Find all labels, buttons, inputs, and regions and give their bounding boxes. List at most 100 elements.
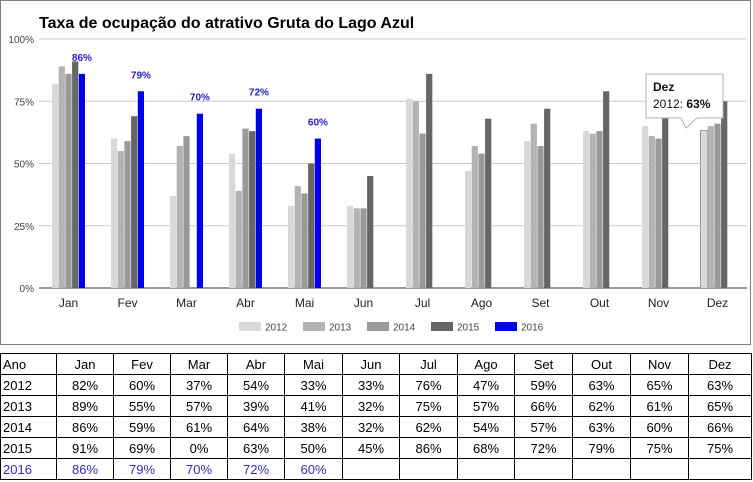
legend-swatch[interactable] <box>495 322 517 331</box>
legend-swatch[interactable] <box>431 322 453 331</box>
table-cell: 86% <box>56 458 114 480</box>
bar-2012-Nov[interactable] <box>642 126 649 289</box>
data-label: 70% <box>190 93 210 104</box>
bar-2013-Dez[interactable] <box>707 126 714 289</box>
bar-2012-Set[interactable] <box>524 141 531 288</box>
y-tick-label: 75% <box>14 97 34 108</box>
bar-2014-Jun[interactable] <box>360 208 367 288</box>
table-year-cell: 2014 <box>0 416 57 438</box>
bar-2012-Jan[interactable] <box>52 83 59 288</box>
legend-label[interactable]: 2015 <box>457 323 480 334</box>
bar-2012-Jul[interactable] <box>406 98 413 288</box>
bar-2014-Mai[interactable] <box>301 193 308 288</box>
table-cell: Set <box>514 353 573 375</box>
x-tick-label: Mar <box>176 296 197 310</box>
bar-2012-Out[interactable] <box>583 131 590 288</box>
bar-2013-Ago[interactable] <box>471 146 478 288</box>
legend[interactable]: 2012 2013 2014 2015 2016 <box>239 322 544 334</box>
table-cell: 82% <box>56 374 114 396</box>
table-cell: 86% <box>399 437 458 459</box>
table-cell: 54% <box>457 416 515 438</box>
legend-label[interactable]: 2013 <box>329 323 352 334</box>
bar-2012-Jun[interactable] <box>347 205 354 288</box>
table-cell: 38% <box>284 416 343 438</box>
bar-2016-Mai[interactable] <box>314 138 321 288</box>
bar-2012-Dez[interactable] <box>701 131 708 288</box>
bar-2012-Mar[interactable] <box>170 195 177 288</box>
bar-2016-Mar[interactable] <box>196 113 203 288</box>
data-label: 72% <box>249 88 269 99</box>
data-label: 86% <box>72 53 92 64</box>
table-cell: 75% <box>688 437 752 459</box>
bar-2015-Mai[interactable] <box>308 163 315 289</box>
bar-2013-Mai[interactable] <box>294 185 301 288</box>
bar-2014-Dez[interactable] <box>714 123 721 288</box>
table-cell: 32% <box>342 395 400 417</box>
table-cell <box>630 458 689 480</box>
bar-2013-Mar[interactable] <box>176 146 183 288</box>
bar-2012-Fev[interactable] <box>111 138 118 288</box>
x-tick-label: Jul <box>415 296 430 310</box>
x-tick-label: Jan <box>59 296 78 310</box>
bar-2014-Fev[interactable] <box>124 141 131 288</box>
table-cell: Fev <box>113 353 171 375</box>
bar-2014-Set[interactable] <box>537 146 544 288</box>
bar-2012-Abr[interactable] <box>229 153 236 288</box>
bar-2013-Jul[interactable] <box>412 101 419 288</box>
table-cell: 89% <box>56 395 114 417</box>
bar-2015-Out[interactable] <box>603 91 610 288</box>
legend-swatch[interactable] <box>239 322 261 331</box>
table-cell: 60% <box>630 416 689 438</box>
bar-2015-Jul[interactable] <box>426 73 433 288</box>
bar-2013-Jun[interactable] <box>353 208 360 288</box>
table-cell: 65% <box>630 374 689 396</box>
bar-2015-Ago[interactable] <box>485 118 492 289</box>
table-cell: 39% <box>227 395 285 417</box>
bar-2013-Nov[interactable] <box>648 136 655 288</box>
bar-2015-Fev[interactable] <box>131 116 138 288</box>
table-year-cell: 2016 <box>0 458 57 480</box>
bar-2015-Jan[interactable] <box>72 61 79 288</box>
table-cell: 68% <box>457 437 515 459</box>
table-cell: 61% <box>630 395 689 417</box>
bar-2014-Jul[interactable] <box>419 133 426 288</box>
legend-swatch[interactable] <box>303 322 325 331</box>
bar-2013-Fev[interactable] <box>117 151 124 288</box>
bar-2014-Jan[interactable] <box>65 73 72 288</box>
bar-2014-Abr[interactable] <box>242 128 249 288</box>
bar-2015-Set[interactable] <box>544 108 551 288</box>
bar-2015-Jun[interactable] <box>367 175 374 288</box>
bar-2013-Abr[interactable] <box>235 190 242 288</box>
table-cell: 91% <box>56 437 114 459</box>
data-table: Ano Jan Fev Mar Abr Mai Jun Jul Ago Set Out Nov Dez 2… <box>0 353 752 480</box>
bar-2013-Out[interactable] <box>589 133 596 288</box>
legend-label[interactable]: 2014 <box>393 323 416 334</box>
table-cell: 72% <box>514 437 573 459</box>
bar-2014-Ago[interactable] <box>478 153 485 288</box>
table-cell: 55% <box>113 395 171 417</box>
bar-2013-Jan[interactable] <box>58 66 65 288</box>
bar-2016-Jan[interactable] <box>78 73 85 288</box>
legend-label[interactable]: 2012 <box>265 323 288 334</box>
legend-swatch[interactable] <box>367 322 389 331</box>
table-cell: 33% <box>342 374 400 396</box>
bar-2012-Ago[interactable] <box>465 170 472 288</box>
bar-chart: Taxa de ocupação do atrativo Gruta do La… <box>8 15 747 334</box>
x-axis-ticks: Jan Fev Mar Abr Mai Jun Jul Ago Set Out Nov Dez <box>59 296 728 310</box>
bars[interactable] <box>52 61 728 289</box>
table-cell: 75% <box>630 437 689 459</box>
bar-2016-Fev[interactable] <box>137 91 144 288</box>
bar-2014-Mar[interactable] <box>183 136 190 288</box>
bar-2015-Dez[interactable] <box>721 101 728 288</box>
bar-2014-Nov[interactable] <box>655 138 662 288</box>
table-year-cell: 2013 <box>0 395 57 417</box>
bar-2014-Out[interactable] <box>596 131 603 288</box>
bar-2016-Abr[interactable] <box>255 108 262 288</box>
bar-2012-Mai[interactable] <box>288 205 295 288</box>
bar-2015-Nov[interactable] <box>662 101 669 288</box>
table-cell: 32% <box>342 416 400 438</box>
table-cell: 37% <box>170 374 228 396</box>
bar-2013-Set[interactable] <box>530 123 537 288</box>
bar-2015-Abr[interactable] <box>249 131 256 288</box>
legend-label[interactable]: 2016 <box>521 323 544 334</box>
